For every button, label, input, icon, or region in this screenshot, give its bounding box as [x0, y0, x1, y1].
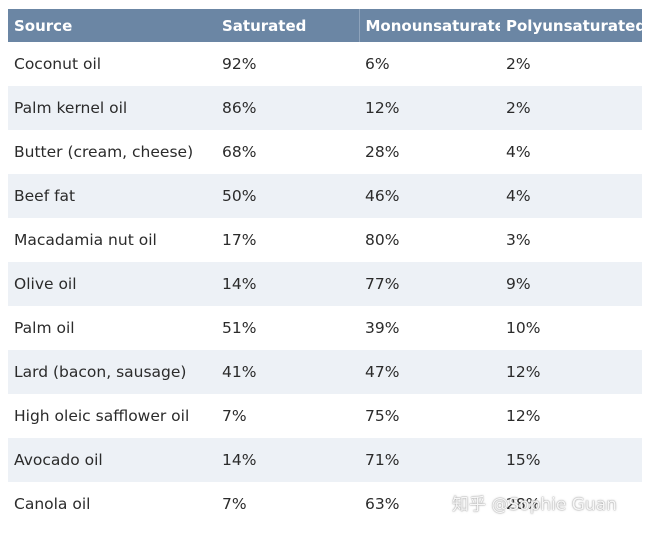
cell-monounsaturated: 46% [359, 174, 500, 218]
header-row: Source Saturated Monounsaturated Polyuns… [8, 9, 642, 42]
cell-polyunsaturated: 9% [500, 262, 642, 306]
cell-source: Butter (cream, cheese) [14, 143, 194, 161]
cell-monounsaturated: 75% [365, 407, 400, 425]
cell-polyunsaturated: 4% [506, 143, 531, 161]
cell-monounsaturated: 80% [365, 231, 400, 249]
header-polyunsaturated: Polyunsaturated [500, 9, 642, 42]
table-row: Palm oil 51% 39% 10% [8, 306, 642, 350]
cell-polyunsaturated: 2% [506, 55, 531, 73]
fat-composition-table: Source Saturated Monounsaturated Polyuns… [8, 9, 642, 526]
cell-polyunsaturated: 2% [500, 86, 642, 130]
table-row: Olive oil 14% 77% 9% [8, 262, 642, 306]
table-header: Source Saturated Monounsaturated Polyuns… [8, 9, 642, 42]
cell-polyunsaturated: 28% [506, 495, 541, 513]
cell-source: Canola oil [14, 495, 91, 513]
cell-monounsaturated: 12% [359, 86, 500, 130]
cell-saturated: 41% [216, 350, 359, 394]
cell-monounsaturated: 6% [365, 55, 390, 73]
cell-source: Avocado oil [8, 438, 216, 482]
table-row: Beef fat 50% 46% 4% [8, 174, 642, 218]
cell-saturated: 92% [222, 55, 257, 73]
cell-polyunsaturated: 15% [500, 438, 642, 482]
cell-monounsaturated: 39% [365, 319, 400, 337]
cell-monounsaturated: 63% [365, 495, 400, 513]
cell-saturated: 7% [222, 495, 247, 513]
cell-polyunsaturated: 12% [500, 350, 642, 394]
cell-saturated: 51% [222, 319, 257, 337]
table-row: Coconut oil 92% 6% 2% [8, 42, 642, 86]
table-row: Canola oil 7% 63% 28% [8, 482, 642, 526]
cell-source: Palm kernel oil [8, 86, 216, 130]
cell-source: Palm oil [14, 319, 75, 337]
header-monounsaturated: Monounsaturated [358, 9, 500, 42]
cell-monounsaturated: 47% [359, 350, 500, 394]
cell-saturated: 50% [216, 174, 359, 218]
fat-composition-table-container: Source Saturated Monounsaturated Polyuns… [8, 9, 642, 526]
table-row: Macadamia nut oil 17% 80% 3% [8, 218, 642, 262]
cell-monounsaturated: 28% [365, 143, 400, 161]
cell-saturated: 14% [216, 262, 359, 306]
cell-polyunsaturated: 12% [506, 407, 541, 425]
table-row: Avocado oil 14% 71% 15% [8, 438, 642, 482]
cell-saturated: 68% [222, 143, 257, 161]
cell-source: Olive oil [8, 262, 216, 306]
header-source: Source [8, 9, 216, 42]
cell-source: Beef fat [8, 174, 216, 218]
cell-source: Macadamia nut oil [14, 231, 157, 249]
table-row: Palm kernel oil 86% 12% 2% [8, 86, 642, 130]
cell-saturated: 7% [222, 407, 247, 425]
cell-monounsaturated: 71% [359, 438, 500, 482]
cell-polyunsaturated: 4% [500, 174, 642, 218]
table-row: High oleic safflower oil 7% 75% 12% [8, 394, 642, 438]
cell-saturated: 17% [222, 231, 257, 249]
header-saturated: Saturated [216, 9, 359, 42]
cell-source: Lard (bacon, sausage) [8, 350, 216, 394]
cell-source: Coconut oil [14, 55, 102, 73]
table-row: Butter (cream, cheese) 68% 28% 4% [8, 130, 642, 174]
table-body: Coconut oil 92% 6% 2% Palm kernel oil 86… [8, 42, 642, 526]
cell-polyunsaturated: 10% [506, 319, 541, 337]
table-row: Lard (bacon, sausage) 41% 47% 12% [8, 350, 642, 394]
cell-saturated: 14% [216, 438, 359, 482]
cell-source: High oleic safflower oil [14, 407, 190, 425]
cell-saturated: 86% [216, 86, 359, 130]
cell-monounsaturated: 77% [359, 262, 500, 306]
cell-polyunsaturated: 3% [506, 231, 531, 249]
